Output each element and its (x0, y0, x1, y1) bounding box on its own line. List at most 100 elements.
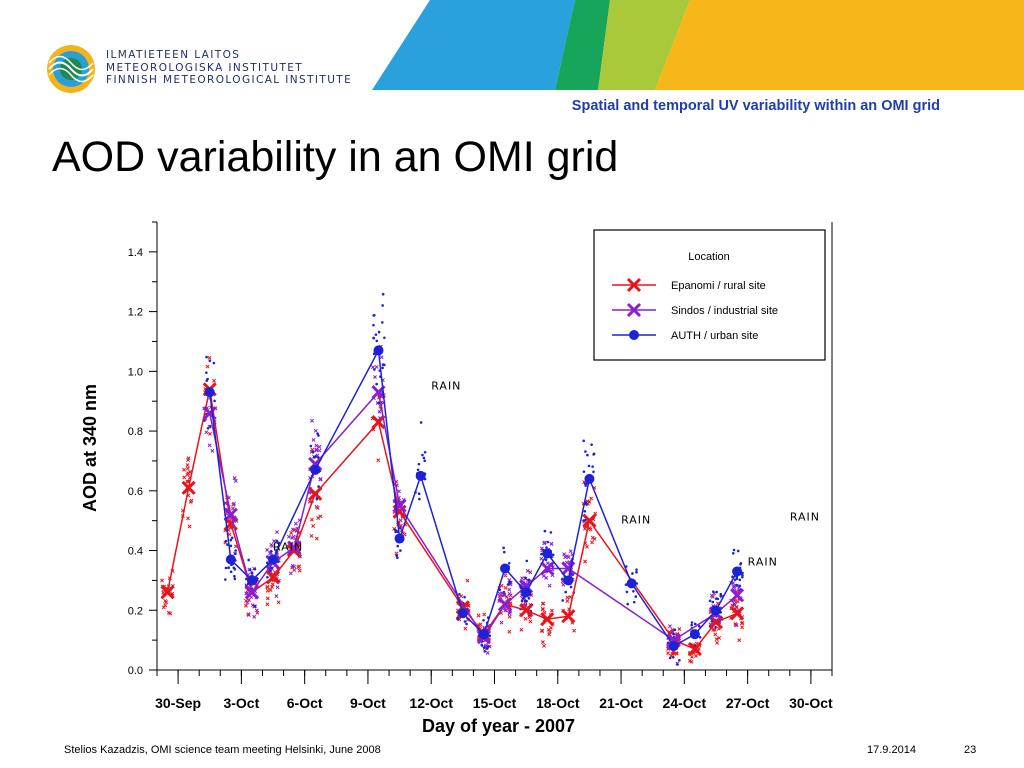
rain-annotation: RAIN (431, 379, 461, 392)
legend-swatch-marker (626, 302, 642, 318)
raw-observation-dot (590, 443, 593, 446)
raw-observation-mark (589, 496, 594, 501)
raw-observation-dot (732, 548, 736, 552)
raw-observation-dot (381, 363, 385, 366)
raw-observation-dot (592, 470, 595, 474)
raw-observation-mark (568, 595, 573, 599)
x-tick-label: 12-Oct (409, 695, 453, 711)
raw-observation-mark (373, 375, 377, 380)
raw-observation-dot (624, 583, 628, 586)
raw-observation-mark (731, 585, 736, 590)
data-point-sindos (244, 585, 259, 600)
raw-observation-mark (292, 568, 297, 572)
raw-observation-dot (423, 459, 427, 463)
raw-observation-dot (373, 368, 376, 371)
y-tick-label: 1.2 (128, 307, 143, 319)
data-point-epanomi (519, 603, 534, 618)
x-tick-label: 27-Oct (726, 695, 770, 711)
raw-observation-dot (527, 578, 531, 582)
raw-observation-dot (561, 577, 564, 581)
raw-observation-dot (527, 597, 531, 600)
raw-observation-mark (520, 576, 525, 581)
raw-observation-mark (717, 635, 722, 640)
raw-observation-mark (667, 624, 672, 629)
raw-observation-mark (182, 467, 187, 472)
raw-observation-mark (503, 608, 508, 613)
raw-observation-dot (671, 655, 675, 659)
data-point-auth (626, 578, 637, 589)
data-point-sindos (730, 588, 745, 603)
raw-observation-mark (689, 659, 694, 664)
x-tick-label: 21-Oct (599, 695, 643, 711)
raw-observation-mark (276, 600, 281, 605)
org-line-fi: ILMATIETEEN LAITOS (106, 49, 241, 61)
raw-observation-dot (212, 361, 216, 365)
data-point-epanomi (265, 570, 281, 585)
raw-observation-mark (265, 596, 270, 601)
y-axis-label: AOD at 340 nm (80, 384, 100, 512)
data-point-sindos (287, 540, 302, 555)
raw-observation-mark (208, 431, 212, 436)
x-tick-label: 15-Oct (473, 695, 517, 711)
raw-observation-mark (523, 602, 528, 607)
raw-observation-dot (738, 584, 742, 588)
series-line-epanomi (166, 389, 738, 651)
raw-observation-dot (483, 650, 487, 653)
raw-observation-mark (499, 620, 504, 625)
data-point-sindos (540, 561, 555, 576)
raw-observation-dot (672, 632, 675, 636)
raw-observation-dot (592, 453, 595, 456)
raw-observation-mark (572, 628, 577, 633)
raw-observation-dot (233, 567, 237, 571)
slide-title: AOD variability in an OMI grid (52, 133, 619, 181)
raw-observation-dot (205, 371, 208, 374)
raw-observation-mark (737, 638, 742, 643)
series-line-sindos (208, 390, 738, 641)
raw-observation-mark (501, 592, 506, 597)
raw-observation-dot (372, 323, 375, 327)
raw-observation-dot (735, 577, 739, 581)
raw-observation-dot (375, 382, 378, 386)
data-point-auth (204, 387, 215, 398)
raw-observation-mark (182, 475, 187, 480)
raw-observation-dot (480, 643, 484, 647)
raw-observation-dot (277, 541, 280, 545)
raw-observation-mark (519, 627, 524, 632)
raw-observation-mark (568, 549, 573, 554)
raw-observation-dot (731, 551, 735, 555)
raw-observation-dot (549, 531, 553, 534)
raw-observation-dot (564, 590, 567, 594)
data-point-auth (310, 464, 321, 475)
x-tick-label: 30-Oct (789, 695, 833, 711)
raw-observation-mark (245, 600, 250, 605)
raw-observation-dot (229, 544, 233, 548)
raw-observation-mark (507, 611, 512, 616)
raw-observation-dot (697, 624, 701, 628)
raw-observation-mark (547, 632, 552, 637)
raw-observation-mark (542, 643, 547, 648)
raw-observation-mark (583, 559, 587, 564)
x-tick-label: 9-Oct (350, 695, 386, 711)
data-point-epanomi (561, 609, 576, 624)
raw-observation-dot (561, 599, 565, 602)
raw-observation-mark (376, 458, 381, 463)
raw-observation-mark (297, 568, 302, 573)
y-tick-label: 0.2 (128, 605, 143, 617)
raw-observation-dot (719, 594, 723, 598)
raw-observation-dot (632, 589, 635, 593)
raw-observation-mark (547, 583, 552, 588)
raw-observation-dot (311, 450, 315, 454)
raw-observation-mark (507, 629, 512, 634)
raw-observation-mark (296, 565, 301, 570)
raw-observation-dot (317, 434, 320, 437)
raw-observation-mark (286, 534, 291, 539)
raw-observation-mark (735, 599, 740, 604)
raw-observation-mark (689, 654, 694, 659)
data-point-auth (268, 554, 279, 565)
raw-observation-mark (583, 526, 587, 531)
raw-observation-dot (463, 595, 466, 599)
x-tick-label: 24-Oct (663, 695, 707, 711)
raw-observation-dot (396, 556, 399, 560)
x-axis-label: Day of year - 2007 (422, 716, 575, 736)
series-line-auth (208, 347, 738, 648)
